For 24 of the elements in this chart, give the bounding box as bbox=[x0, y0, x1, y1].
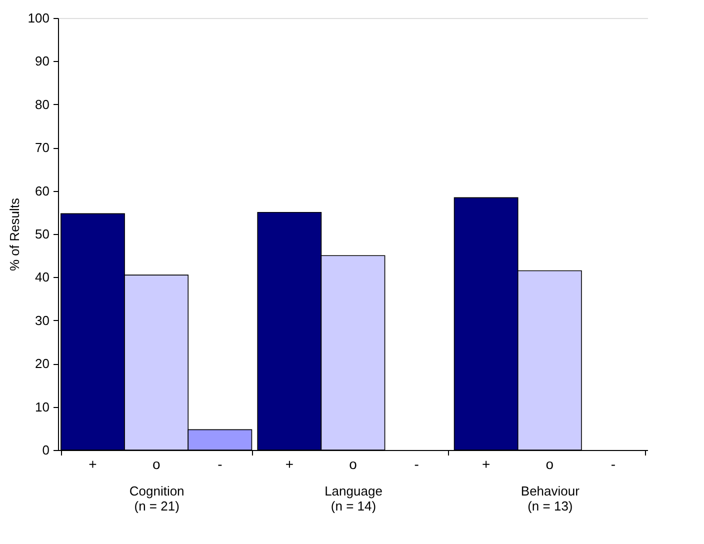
y-tick-label: 80 bbox=[35, 96, 50, 112]
x-tick-label: Behaviour (n = 13) bbox=[520, 484, 580, 514]
text: - bbox=[414, 456, 419, 472]
y-axis-title: % of Results bbox=[6, 198, 22, 271]
text: + bbox=[482, 456, 490, 472]
y-tick-label: 70 bbox=[35, 140, 50, 156]
text: + bbox=[285, 456, 294, 472]
y-tick-label: 0 bbox=[42, 442, 50, 458]
series-label: - bbox=[218, 456, 223, 472]
text: - bbox=[610, 456, 616, 472]
series-label: o bbox=[152, 456, 160, 472]
y-tick-label: 40 bbox=[35, 270, 50, 285]
series-label: + bbox=[88, 456, 97, 472]
y-tick-label: 20 bbox=[35, 356, 50, 372]
text: o bbox=[546, 456, 554, 472]
y-tick-label: 30 bbox=[35, 312, 50, 328]
y-tick-label: 100 bbox=[28, 10, 50, 26]
x-tick-label: Cognition (n = 21) bbox=[129, 484, 184, 514]
y-tick-label: 60 bbox=[35, 183, 50, 198]
y-tick-label: 50 bbox=[35, 226, 50, 242]
text: o bbox=[349, 456, 357, 472]
y-tick-label: 10 bbox=[35, 399, 50, 414]
y-tick-label: 90 bbox=[35, 54, 50, 69]
x-tick-label: Language (n = 14) bbox=[324, 484, 382, 514]
